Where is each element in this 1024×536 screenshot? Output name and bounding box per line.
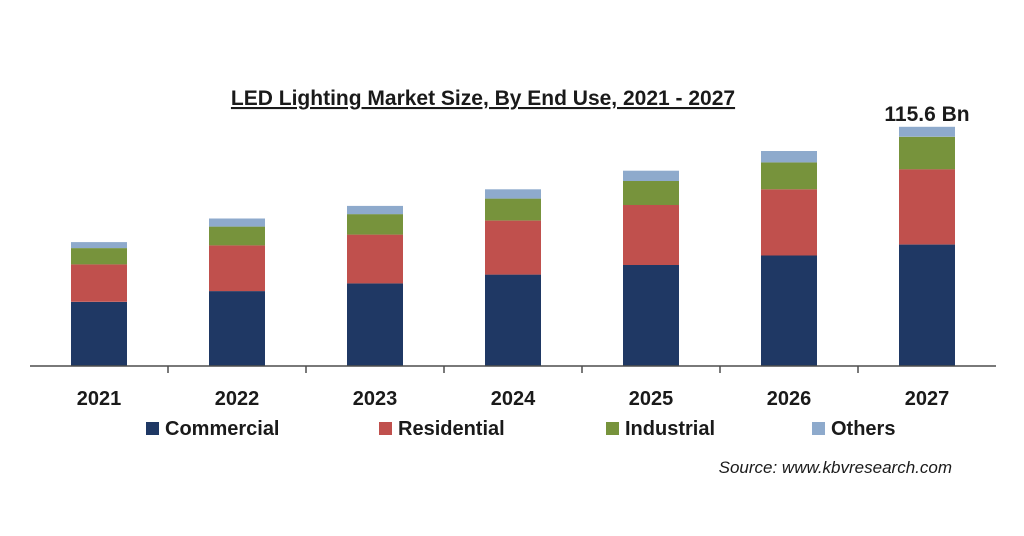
total-annotation: 115.6 Bn bbox=[884, 103, 969, 126]
source-note: Source: www.kbvresearch.com bbox=[719, 458, 952, 477]
legend-swatch-residential bbox=[379, 422, 392, 435]
bar-industrial-2022 bbox=[209, 226, 265, 246]
legend-label-commercial: Commercial bbox=[165, 418, 280, 440]
x-tick-label-2024: 2024 bbox=[491, 388, 536, 410]
bar-others-2022 bbox=[209, 218, 265, 227]
x-tick-label-2021: 2021 bbox=[77, 388, 122, 410]
bar-commercial-2022 bbox=[209, 291, 265, 366]
x-tick-label-2026: 2026 bbox=[767, 388, 812, 410]
legend-label-industrial: Industrial bbox=[625, 418, 715, 440]
bar-industrial-2026 bbox=[761, 162, 817, 190]
bar-commercial-2023 bbox=[347, 283, 403, 366]
bar-residential-2026 bbox=[761, 189, 817, 256]
bar-others-2023 bbox=[347, 205, 403, 215]
bar-others-2027 bbox=[899, 126, 955, 137]
bar-industrial-2027 bbox=[899, 136, 955, 170]
bar-others-2021 bbox=[71, 242, 127, 249]
bar-others-2026 bbox=[761, 151, 817, 163]
bar-residential-2027 bbox=[899, 169, 955, 245]
bar-industrial-2025 bbox=[623, 181, 679, 205]
bars-layer bbox=[71, 126, 955, 366]
legend-label-others: Others bbox=[831, 418, 895, 440]
ticks-layer: 2021 2022 2023 2024 2025 2026 2027 bbox=[77, 366, 950, 410]
legend-swatch-industrial bbox=[606, 422, 619, 435]
bar-industrial-2024 bbox=[485, 198, 541, 221]
chart-title: LED Lighting Market Size, By End Use, 20… bbox=[231, 87, 735, 110]
bar-residential-2023 bbox=[347, 234, 403, 284]
bar-commercial-2025 bbox=[623, 265, 679, 366]
bar-commercial-2027 bbox=[899, 244, 955, 366]
bar-others-2024 bbox=[485, 189, 541, 199]
x-tick-label-2022: 2022 bbox=[215, 388, 260, 410]
legend-swatch-commercial bbox=[146, 422, 159, 435]
bar-residential-2021 bbox=[71, 264, 127, 302]
x-tick-label-2023: 2023 bbox=[353, 388, 398, 410]
legend-label-residential: Residential bbox=[398, 418, 505, 440]
bar-industrial-2021 bbox=[71, 248, 127, 265]
legend-swatch-others bbox=[812, 422, 825, 435]
x-tick-label-2025: 2025 bbox=[629, 388, 674, 410]
bar-residential-2022 bbox=[209, 245, 265, 292]
bar-residential-2024 bbox=[485, 220, 541, 275]
legend: Commercial Residential Industrial Others bbox=[146, 418, 895, 440]
bar-commercial-2024 bbox=[485, 274, 541, 366]
bar-industrial-2023 bbox=[347, 214, 403, 235]
bar-commercial-2026 bbox=[761, 255, 817, 366]
bar-commercial-2021 bbox=[71, 301, 127, 366]
bar-others-2025 bbox=[623, 170, 679, 181]
x-tick-label-2027: 2027 bbox=[905, 388, 950, 410]
bar-residential-2025 bbox=[623, 205, 679, 265]
